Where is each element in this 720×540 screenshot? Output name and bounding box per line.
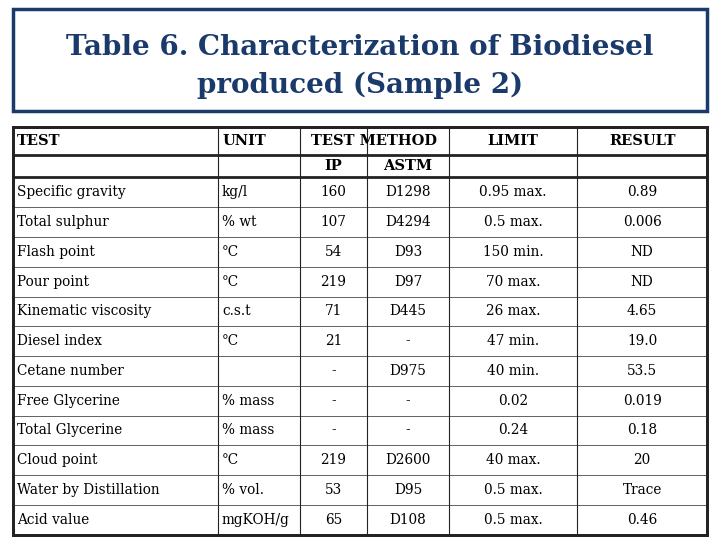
Text: 0.89: 0.89	[627, 185, 657, 199]
Text: ASTM: ASTM	[383, 159, 433, 173]
Text: 70 max.: 70 max.	[486, 275, 540, 288]
Text: Acid value: Acid value	[17, 512, 89, 526]
Text: Pour point: Pour point	[17, 275, 89, 288]
Text: % mass: % mass	[222, 423, 274, 437]
Text: 0.006: 0.006	[623, 215, 662, 229]
Text: IP: IP	[325, 159, 342, 173]
Text: Free Glycerine: Free Glycerine	[17, 394, 120, 408]
Text: -: -	[331, 423, 336, 437]
Text: 219: 219	[320, 275, 346, 288]
Text: Flash point: Flash point	[17, 245, 95, 259]
Text: 54: 54	[325, 245, 342, 259]
Text: ND: ND	[631, 275, 654, 288]
Text: 21: 21	[325, 334, 342, 348]
Text: Diesel index: Diesel index	[17, 334, 102, 348]
Text: D93: D93	[394, 245, 422, 259]
Text: 0.5 max.: 0.5 max.	[484, 483, 542, 497]
Text: 71: 71	[325, 305, 342, 319]
Text: 0.5 max.: 0.5 max.	[484, 215, 542, 229]
Text: 0.95 max.: 0.95 max.	[480, 185, 546, 199]
Text: Trace: Trace	[623, 483, 662, 497]
Text: -: -	[331, 364, 336, 378]
Text: % vol.: % vol.	[222, 483, 264, 497]
Text: °C: °C	[222, 245, 239, 259]
Text: D97: D97	[394, 275, 422, 288]
Text: c.s.t: c.s.t	[222, 305, 251, 319]
Text: Cetane number: Cetane number	[17, 364, 124, 378]
FancyBboxPatch shape	[13, 9, 707, 111]
Text: mgKOH/g: mgKOH/g	[222, 512, 290, 526]
Text: Specific gravity: Specific gravity	[17, 185, 126, 199]
Text: D95: D95	[394, 483, 422, 497]
Text: TEST METHOD: TEST METHOD	[311, 134, 437, 148]
Text: RESULT: RESULT	[609, 134, 675, 148]
Text: TEST: TEST	[17, 134, 60, 148]
Text: Total Glycerine: Total Glycerine	[17, 423, 122, 437]
Text: 40 min.: 40 min.	[487, 364, 539, 378]
Text: 65: 65	[325, 512, 342, 526]
Text: 40 max.: 40 max.	[486, 453, 540, 467]
Text: 160: 160	[320, 185, 346, 199]
Text: 26 max.: 26 max.	[486, 305, 540, 319]
Text: % wt: % wt	[222, 215, 256, 229]
Text: 47 min.: 47 min.	[487, 334, 539, 348]
Text: LIMIT: LIMIT	[487, 134, 539, 148]
Text: D108: D108	[390, 512, 426, 526]
Text: 20: 20	[634, 453, 651, 467]
Text: °C: °C	[222, 453, 239, 467]
Text: -: -	[405, 394, 410, 408]
Text: 0.18: 0.18	[627, 423, 657, 437]
Text: 53.5: 53.5	[627, 364, 657, 378]
Text: 107: 107	[320, 215, 346, 229]
Text: % mass: % mass	[222, 394, 274, 408]
Text: Cloud point: Cloud point	[17, 453, 98, 467]
Text: D1298: D1298	[385, 185, 431, 199]
Text: produced (Sample 2): produced (Sample 2)	[197, 72, 523, 99]
Text: kg/l: kg/l	[222, 185, 248, 199]
Text: 0.02: 0.02	[498, 394, 528, 408]
Text: 4.65: 4.65	[627, 305, 657, 319]
Text: D4294: D4294	[385, 215, 431, 229]
Bar	[13, 127, 707, 535]
Text: 19.0: 19.0	[627, 334, 657, 348]
Text: UNIT: UNIT	[222, 134, 266, 148]
Text: D2600: D2600	[385, 453, 431, 467]
Text: D975: D975	[390, 364, 426, 378]
Text: 0.5 max.: 0.5 max.	[484, 512, 542, 526]
Text: 150 min.: 150 min.	[482, 245, 544, 259]
Text: 0.019: 0.019	[623, 394, 662, 408]
Text: D445: D445	[390, 305, 426, 319]
Text: Kinematic viscosity: Kinematic viscosity	[17, 305, 151, 319]
Text: 219: 219	[320, 453, 346, 467]
Text: °C: °C	[222, 275, 239, 288]
Text: -: -	[405, 423, 410, 437]
Text: 53: 53	[325, 483, 342, 497]
Text: -: -	[405, 334, 410, 348]
Text: Table 6. Characterization of Biodiesel: Table 6. Characterization of Biodiesel	[66, 34, 654, 61]
Text: Total sulphur: Total sulphur	[17, 215, 109, 229]
Text: °C: °C	[222, 334, 239, 348]
Text: 0.46: 0.46	[627, 512, 657, 526]
Text: ND: ND	[631, 245, 654, 259]
Text: 0.24: 0.24	[498, 423, 528, 437]
Text: Water by Distillation: Water by Distillation	[17, 483, 160, 497]
Text: -: -	[331, 394, 336, 408]
